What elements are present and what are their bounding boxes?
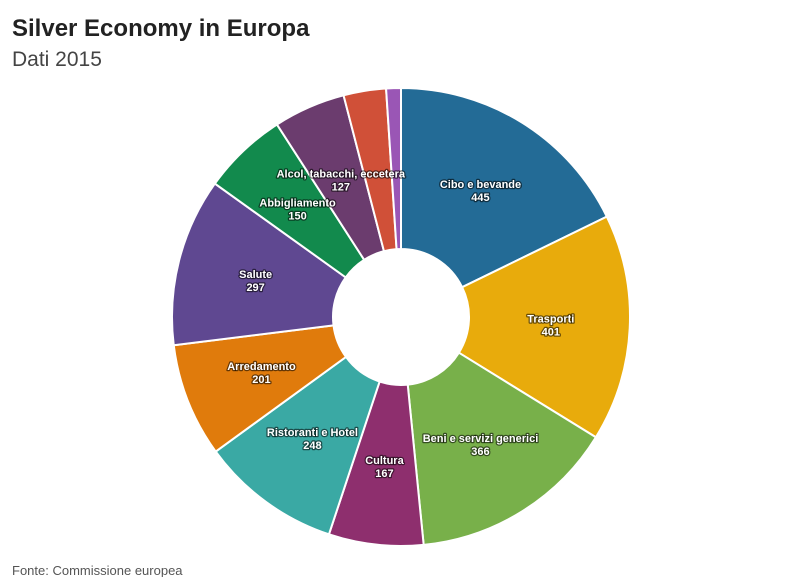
value-label: 401 bbox=[542, 326, 560, 338]
slice-label: Trasporti bbox=[527, 313, 574, 325]
value-label: 297 bbox=[246, 282, 264, 294]
pie-slice bbox=[457, 215, 631, 439]
value-label: 445 bbox=[471, 192, 489, 204]
pie-slice bbox=[400, 86, 609, 289]
pie-slice bbox=[172, 324, 348, 453]
chart-title: Silver Economy in Europa bbox=[12, 15, 310, 42]
slice-label: Cibo e bevande bbox=[440, 179, 521, 191]
slice-label: Alcol, tabacchi, eccetera bbox=[277, 169, 406, 181]
pie-slice bbox=[406, 351, 598, 546]
pie-slice bbox=[171, 182, 348, 347]
slice-label: Salute bbox=[239, 269, 272, 281]
slice-label: Ristoranti e Hotel bbox=[267, 427, 358, 439]
source-note: Fonte: Commissione europea bbox=[12, 563, 183, 577]
slice-label: Beni e servizi generici bbox=[423, 433, 539, 445]
slice-label: Abbigliamento bbox=[259, 197, 336, 209]
value-label: 150 bbox=[288, 210, 306, 222]
value-label: 366 bbox=[471, 446, 489, 458]
value-label: 167 bbox=[375, 468, 393, 480]
pie-slice bbox=[385, 86, 402, 251]
value-label: 127 bbox=[332, 182, 350, 194]
chart-subtitle: Dati 2015 bbox=[12, 48, 102, 71]
slice-label: Cultura bbox=[365, 455, 404, 467]
pie-slice bbox=[214, 355, 381, 536]
value-label: 201 bbox=[252, 374, 270, 386]
slice-label: Arredamento bbox=[227, 361, 296, 373]
value-label: 248 bbox=[303, 440, 321, 452]
